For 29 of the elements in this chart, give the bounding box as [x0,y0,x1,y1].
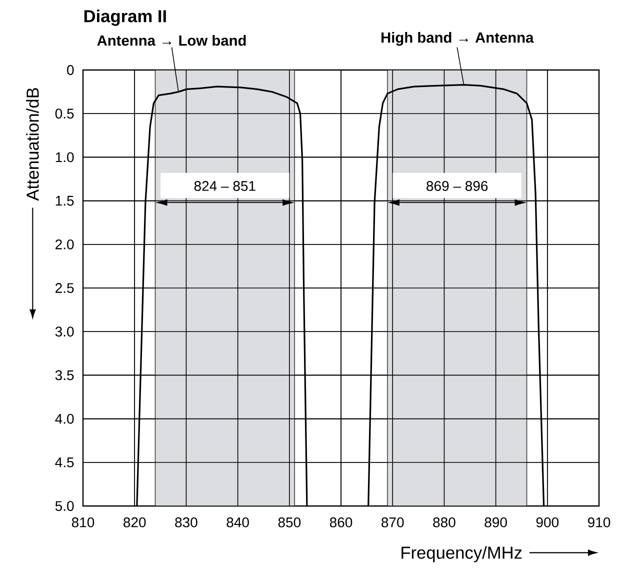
band-label: 869 – 896 [426,181,488,191]
y-tick-label: 1.0 [56,152,74,162]
x-tick-label: 870 [382,517,404,528]
y-tick-label: 3.5 [55,370,74,380]
y-axis-title: Attenuation/dB [26,88,39,201]
y-tick-label: 2.5 [56,283,74,293]
y-tick-label: 0.5 [55,108,74,119]
x-tick-label: 910 [588,517,610,528]
x-tick-label: 810 [72,517,94,528]
x-tick-label: 830 [175,517,198,528]
x-tick-label: 890 [484,517,507,528]
y-tick-label: 3.0 [55,326,74,337]
y-tick-label: 5.0 [55,501,74,511]
x-tick-label: 820 [124,517,146,528]
y-tick-label: 1.5 [56,196,74,206]
text: Antenna → Low band [97,34,246,46]
band-label: 824 – 851 [194,181,256,191]
x-tick-label: 860 [330,517,352,528]
x-tick-label: 880 [433,517,456,528]
x-axis-title: Frequency/MHz [402,546,522,562]
y-tick-label: 0 [67,65,74,75]
text: High band → Antenna [382,32,534,46]
x-tick-label: 900 [536,517,559,528]
x-tick-label: 850 [278,517,301,528]
x-tick-label: 840 [226,517,249,528]
y-tick-label: 4.0 [55,414,74,424]
y-tick-label: 4.5 [55,458,74,468]
chart-title: Diagram II [84,10,166,26]
y-tick-label: 2.0 [56,239,74,250]
